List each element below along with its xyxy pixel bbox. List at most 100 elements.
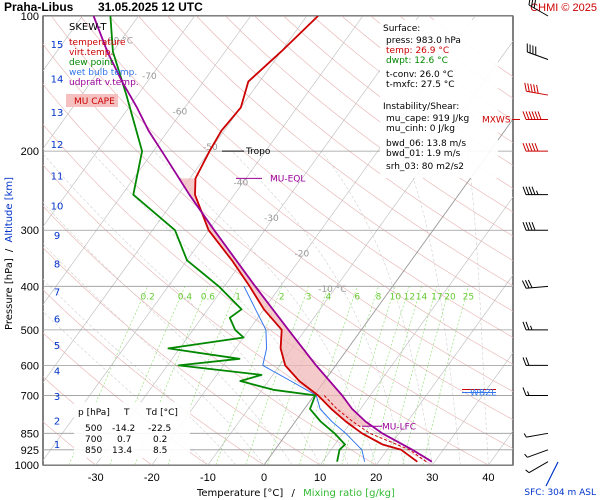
isotherm-line [43,16,308,383]
levels-row-p: 850 [85,446,102,456]
dry-adiabat-line [43,43,513,420]
updraft-line [92,16,433,463]
altitude-tick-label: 1 [54,440,60,451]
wind-barb [522,186,548,196]
wind-barb [524,82,549,96]
wind-barb-flag [531,142,536,152]
moist-adiabat-line [90,150,349,465]
wind-barb-flag [531,0,534,7]
wind-barb [522,222,548,231]
wind-barbs [521,0,559,487]
isotherm-label: -70 [142,72,157,82]
pressure-tick-label: 925 [21,445,39,457]
pressure-tick-label: 100 [21,11,39,23]
dry-adiabat-line [225,16,513,237]
dry-adiabat-line [109,16,513,338]
surface-info-box: Surface: press: 983.0 hPa temp: 26.9 °C … [380,20,498,178]
legend-mu-cape: MU CAPE [74,97,115,107]
wind-barb-flag [522,357,527,366]
levels-row-t: 13.4 [112,446,132,456]
mixing-ratio-label: 1 [235,292,241,302]
sounding-datetime: 31.05.2025 12 UTC [98,0,203,14]
legend-temperature: temperature [69,38,126,48]
isotherm-label: -30 [264,214,279,224]
y-axis-altitude: Altitude [km] [4,177,15,243]
wind-barb-flag [525,222,530,231]
isotherm-label: -60 [173,107,188,117]
wind-barb-shaft [528,4,549,17]
levels-header-p: p [hPa] [78,408,110,418]
wind-barb-flag [524,280,530,289]
mixing-ratio-label: 2 [279,292,285,302]
wind-barb-shaft [528,461,549,474]
wind-barb [522,357,548,366]
wind-barb-flag [525,357,530,366]
mixing-ratio-label: 20 [444,292,456,302]
mu-eql-label: MU-EQL [270,174,305,184]
bwd06-value: bwd_06: 13.8 m/s [386,139,466,149]
moist-adiabat-line [231,150,405,465]
pressure-tick-label: 850 [21,428,39,440]
mu-cape-value: mu_cape: 919 J/kg [386,114,469,124]
legend-dew-point: dew point [69,58,114,68]
wind-barb-half [523,433,527,438]
wind-barb-flag [528,111,533,120]
legend-wet-bulb: wet bulb temp. [69,68,137,78]
wind-barb-shaft [526,90,549,96]
wind-barb-half [525,469,530,474]
wind-barb-flag [534,142,539,152]
wind-barb-flag [531,222,536,231]
mxws-label: MXWS [482,115,511,125]
altitude-tick-label: 15 [51,40,64,51]
mixing-ratio-label: 4 [326,292,332,302]
temperature-tick-label: 30 [426,472,438,484]
wind-barb-half [527,391,530,396]
wind-barb-shaft [526,432,549,438]
wind-barb-flag [525,111,530,120]
levels-row-p: 500 [85,424,102,434]
wind-barb-shaft [527,51,549,60]
wind-barb [523,432,549,438]
wind-barb-flag [531,111,536,120]
moist-adiabat-line [467,151,489,465]
sfc-label: SFC: 304 m ASL [524,488,596,498]
wind-barb-flag [525,186,530,195]
temperature-tick-labels: -30 -20 -10 0 10 20 30 40 [88,472,495,484]
levels-row-td: -22.5 [148,424,171,434]
surface-box-bg [380,20,498,178]
wind-barb-flag [525,321,530,331]
x-axis-mix: Mixing ratio [g/kg] [303,488,395,499]
surface-wind-barb [545,461,559,487]
wind-barb-half [536,190,539,195]
virtual-temperature-line [323,395,427,463]
isotherm-label: -40 [234,178,249,188]
mu-lfc-label: MU-LFC [382,422,416,432]
wind-barb [522,387,548,396]
profile-annotations: Tropo MU-EQL MU-LFC MXWS WBZL [222,115,520,432]
mixing-ratio-label: 14 [416,292,428,302]
wind-barb-flag [536,84,539,94]
temperature-tick-label: 20 [370,472,382,484]
levels-row-t: 0.7 [117,435,131,445]
wind-barb-flag [527,279,533,288]
legend-updraft: udpraft v.temp. [69,78,139,88]
levels-header-td: Td [°C] [145,408,178,418]
isotherm-line [319,196,513,465]
dew-point-line [109,16,346,462]
levels-row-td: 8.5 [153,446,167,456]
y-axis-label: Pressure [hPa] / Altitude [km] [4,177,15,330]
wet-bulb-line [243,286,366,462]
wind-barb-flag [533,0,536,9]
pressure-tick-label: 200 [21,146,39,158]
wind-barb-flag [537,111,542,120]
wind-barb-half [530,325,533,331]
y-axis-pressure: Pressure [hPa] [4,258,15,330]
temperature-tick-label: 0 [261,472,267,484]
wind-barb-shaft [526,285,549,289]
altitude-tick-label: 5 [54,341,60,352]
bwd01-value: bwd_01: 1.9 m/s [386,149,461,159]
isotherm-line [43,16,139,150]
wind-barb-flag [527,83,530,92]
wind-barb-half [524,453,528,458]
altitude-tick-label: 2 [54,416,60,427]
